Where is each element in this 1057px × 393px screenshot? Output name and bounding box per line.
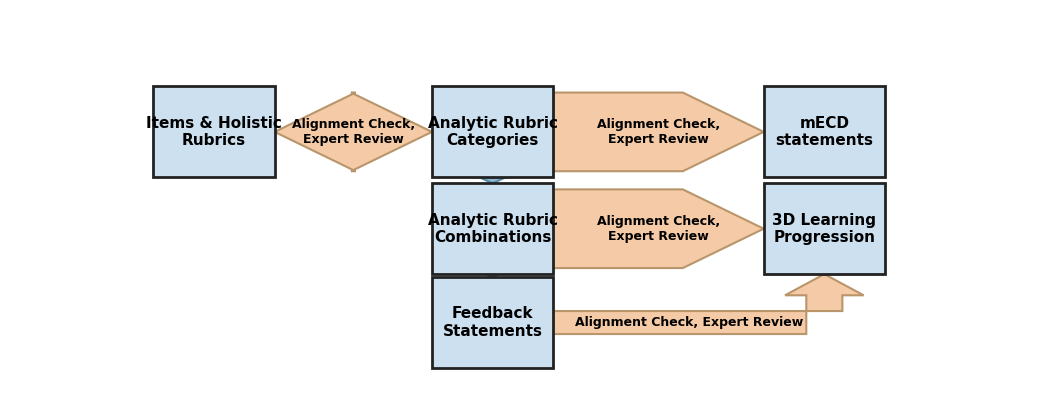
Text: Feedback
Statements: Feedback Statements: [443, 306, 542, 339]
Text: Items & Holistic
Rubrics: Items & Holistic Rubrics: [146, 116, 282, 148]
Polygon shape: [275, 93, 432, 171]
FancyBboxPatch shape: [432, 86, 553, 177]
Text: Alignment Check,
Expert Review: Alignment Check, Expert Review: [292, 118, 414, 146]
Text: Alignment Check,
Expert Review: Alignment Check, Expert Review: [597, 215, 720, 243]
Text: mECD
statements: mECD statements: [776, 116, 873, 148]
Polygon shape: [453, 259, 532, 277]
FancyBboxPatch shape: [764, 86, 885, 177]
FancyBboxPatch shape: [432, 183, 553, 274]
Polygon shape: [553, 93, 764, 171]
Text: Analytic Rubric
Combinations: Analytic Rubric Combinations: [428, 213, 557, 245]
Polygon shape: [553, 274, 864, 334]
Text: 3D Learning
Progression: 3D Learning Progression: [773, 213, 876, 245]
Text: Alignment Check,
Expert Review: Alignment Check, Expert Review: [597, 118, 720, 146]
Text: Alignment Check, Expert Review: Alignment Check, Expert Review: [575, 316, 803, 329]
FancyBboxPatch shape: [153, 86, 275, 177]
Polygon shape: [453, 165, 532, 183]
FancyBboxPatch shape: [764, 183, 885, 274]
FancyBboxPatch shape: [432, 277, 553, 368]
Text: Analytic Rubric
Categories: Analytic Rubric Categories: [428, 116, 557, 148]
Polygon shape: [553, 189, 764, 268]
